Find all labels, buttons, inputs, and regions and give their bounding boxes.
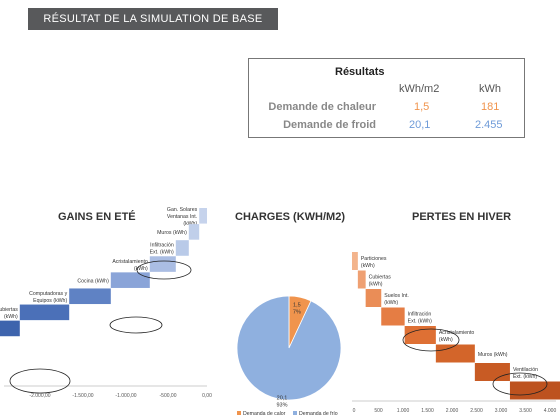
unit-kwh-m2: kWh/m2 [399, 83, 440, 95]
pertes-bar [509, 381, 560, 400]
gains-bar-label: Infiltración Ext. (kWh) [150, 243, 174, 256]
row-heat-label: Demande de chaleur [268, 101, 376, 113]
gains-bar-label: Computadoras y Equipos (kWh) [29, 291, 67, 304]
results-table: Résultats kWh/m2 kWh Demande de chaleur … [248, 58, 525, 138]
pie-pct-label: 7% [293, 309, 301, 315]
gains-bar-label: Acristalamiento (kWh) [112, 259, 148, 272]
pertes-tick-label: 3.500 [519, 408, 532, 414]
gains-tick-label: -1.500,00 [72, 393, 93, 399]
gains-tick-label: -500,00 [160, 393, 177, 399]
pertes-bar [357, 270, 366, 289]
pertes-tick-label: 1.000 [397, 408, 410, 414]
pie-value-label: 1,5 [293, 302, 301, 308]
pertes-chart: Particiones (kWh) Cubiertas (kWh) Suelos Int… [352, 252, 560, 414]
pertes-bar-label: Acristalamiento (kWh) [439, 330, 475, 343]
pertes-title: PERTES EN HIVER [412, 211, 512, 223]
gains-title: GAINS EN ETÉ [58, 211, 136, 223]
pertes-bar [381, 307, 405, 326]
gains-bar [199, 208, 207, 224]
gains-bar [188, 224, 200, 240]
pertes-bar [435, 344, 475, 363]
gains-bar [69, 288, 111, 305]
charges-title: CHARGES (KWH/M2) [235, 211, 345, 223]
unit-kwh: kWh [479, 83, 501, 95]
gains-bar-label: Gan. Solares Ventanas Int. (kWh) [167, 207, 198, 227]
gains-bar-label: Cubiertas(kWh) [0, 307, 18, 320]
gains-bar [149, 256, 176, 272]
gains-bar [175, 240, 189, 256]
pertes-bar-label: Cubiertas (kWh) [369, 274, 392, 287]
gains-bar [0, 320, 20, 337]
gains-tick-label: 0,00 [202, 393, 212, 399]
pertes-tick-label: 0 [353, 408, 356, 414]
gains-tick-label: -1.000,00 [115, 393, 136, 399]
page-banner: RÉSULTAT DE LA SIMULATION DE BASE [28, 8, 278, 30]
gains-chart: Gan. Solares Ventanas Int. (kWh) Muros (kWh… [0, 207, 212, 399]
pertes-bar-label: Infiltración Ext. (kWh) [408, 311, 432, 324]
row-heat-kwh: 181 [481, 101, 500, 113]
gains-bar-label: Muros (kWh) [157, 230, 187, 236]
row-cold-kwh: 2.455 [475, 119, 503, 131]
pie-value-label: 20,1 [277, 395, 288, 401]
highlight-circle [109, 316, 163, 334]
pertes-tick-label: 2.000 [446, 408, 459, 414]
pie-slice [236, 295, 342, 401]
gains-bar [19, 304, 70, 321]
row-cold-kwh-m2: 20,1 [409, 119, 431, 131]
pertes-tick-label: 3.000 [495, 408, 508, 414]
row-heat-kwh-m2: 1,5 [414, 101, 430, 113]
pie-pct-label: 93% [277, 402, 288, 408]
gains-tick-label: -2.000,00 [29, 393, 50, 399]
legend-swatch-heat [237, 411, 241, 415]
pertes-bar-label: Particiones (kWh) [361, 256, 387, 269]
legend-label-heat: Demanda de calor [243, 411, 286, 417]
pertes-bar [404, 326, 436, 344]
pertes-bar [365, 289, 382, 307]
pertes-bar [352, 252, 358, 270]
legend-label-cold: Demanda de frío [299, 411, 338, 417]
highlight-circle [136, 260, 192, 280]
highlight-circle [402, 328, 460, 352]
row-cold-label: Demande de froid [283, 119, 376, 131]
legend-swatch-cold [293, 411, 297, 415]
pertes-bar-label: Ventilación Ext. (kWh) [513, 367, 538, 380]
gains-bar [110, 272, 150, 288]
results-title: Résultats [335, 66, 385, 78]
pertes-tick-label: 1.500 [421, 408, 434, 414]
pertes-bar-label: Muros (kWh) [478, 352, 508, 358]
pertes-tick-label: 4.000 [544, 408, 557, 414]
highlight-circle [9, 368, 71, 394]
charges-chart: 1,57% 20,193% Demanda de calor Demanda de f… [236, 295, 342, 417]
pertes-bar-label: Suelos Int. (kWh) [384, 293, 409, 306]
pertes-tick-label: 2.500 [470, 408, 483, 414]
gains-bar-label: Cocina (kWh) [77, 278, 109, 284]
pertes-tick-label: 500 [374, 408, 383, 414]
highlight-circle [492, 372, 548, 396]
pertes-bar [474, 363, 510, 381]
